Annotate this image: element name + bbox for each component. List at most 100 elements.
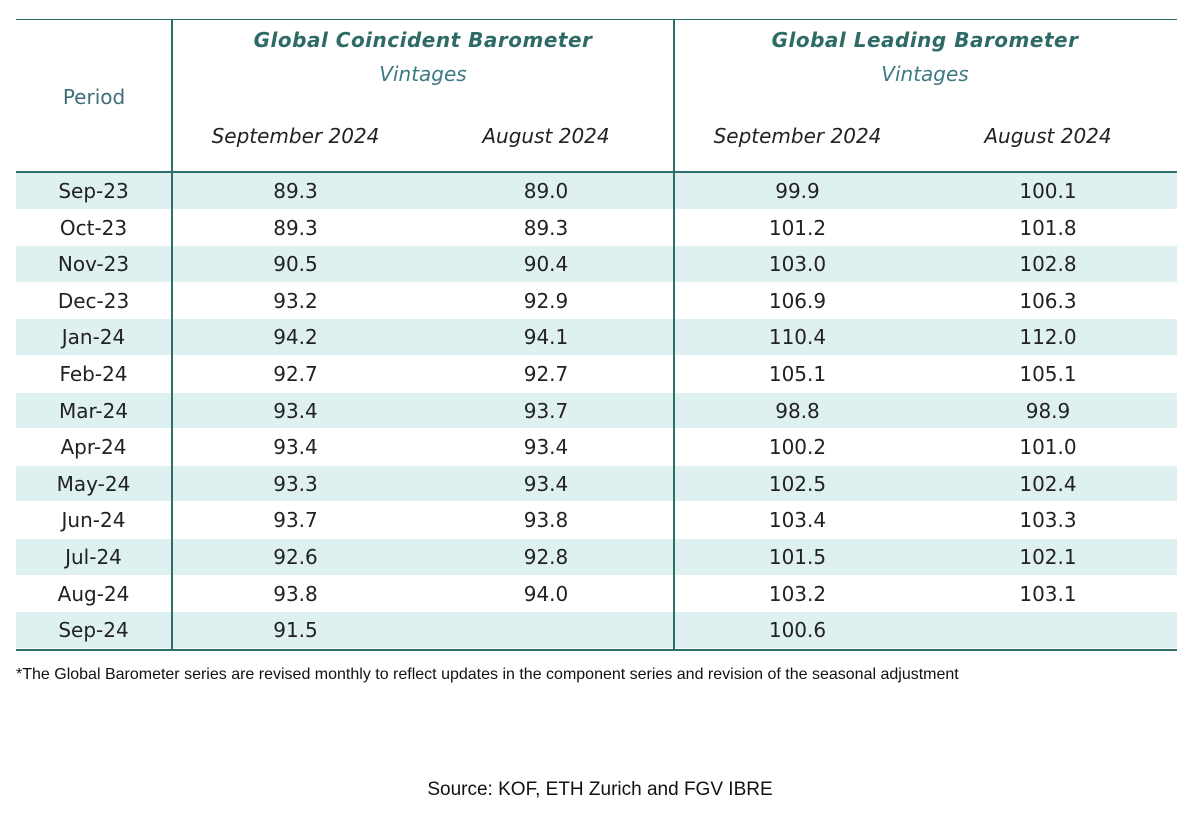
leading-august-cell: 106.3: [1019, 288, 1077, 313]
leading-group-subtitle: Vintages: [881, 62, 969, 86]
coincident-august-cell: 92.7: [523, 361, 569, 386]
leading-august-cell: 105.1: [1019, 361, 1077, 386]
coincident-september-cell: 91.5: [273, 618, 318, 643]
period-cell: Sep-24: [58, 618, 129, 643]
coincident-september-cell: 93.3: [273, 471, 318, 496]
leading-august-cell: 102.1: [1019, 544, 1077, 569]
period-cell: Jan-24: [61, 325, 126, 350]
footnote: *The Global Barometer series are revised…: [16, 666, 959, 683]
leading-august-cell: [923, 612, 1173, 649]
table-row: Feb-24 92.7 92.7 105.1 105.1: [16, 356, 1177, 393]
period-cell: Sep-23: [58, 179, 129, 203]
row-separator: [16, 281, 1177, 283]
coincident-august-cell: 92.8: [523, 544, 569, 569]
leading-september-cell: 103.0: [768, 252, 827, 277]
coincident-september-cell: 93.8: [273, 581, 318, 606]
table-row: Aug-24 93.8 94.0 103.2 103.1: [16, 576, 1177, 613]
coincident-september-cell: 93.4: [273, 398, 318, 423]
coincident-september-cell: 92.7: [273, 361, 318, 386]
leading-august-cell: 98.9: [1025, 398, 1071, 423]
table-body: Sep-23 89.3 89.0 99.9 100.1 Oct-23 89.3 89.3 101…: [16, 173, 1177, 649]
leading-september-cell: 99.9: [775, 179, 820, 203]
leading-september-cell: 101.5: [768, 544, 827, 569]
period-cell: Aug-24: [57, 581, 130, 606]
leading-september-cell: 110.4: [768, 325, 827, 350]
table-row: Sep-24 91.5 100.6: [16, 612, 1177, 649]
row-separator: [16, 647, 1177, 649]
row-separator: [16, 245, 1177, 247]
coincident-august-cell: 89.0: [523, 179, 569, 203]
table-row: Apr-24 93.4 93.4 100.2 101.0: [16, 429, 1177, 466]
leading-august-cell: 102.4: [1019, 471, 1077, 496]
table-row: Oct-23 89.3 89.3 101.2 101.8: [16, 210, 1177, 247]
coincident-august-cell: 90.4: [523, 252, 569, 277]
row-separator: [16, 318, 1177, 320]
leading-august-cell: 112.0: [1019, 325, 1077, 350]
source-note: Source: KOF, ETH Zurich and FGV IBRE: [427, 779, 773, 800]
leading-september-cell: 100.2: [768, 435, 827, 460]
row-separator: [16, 464, 1177, 466]
period-cell: May-24: [56, 471, 131, 496]
leading-september-cell: 102.5: [768, 471, 827, 496]
table-row: Jun-24 93.7 93.8 103.4 103.3: [16, 502, 1177, 539]
coincident-group-title: Global Coincident Barometer: [253, 28, 593, 52]
row-separator: [16, 537, 1177, 539]
coincident-august-cell: 94.1: [523, 325, 569, 350]
leading-august-cell: 103.1: [1019, 581, 1077, 606]
period-cell: Jul-24: [65, 544, 122, 569]
coincident-august-cell: 93.4: [523, 435, 569, 460]
coincident-group-subtitle: Vintages: [379, 62, 467, 86]
coincident-col-august: August 2024: [482, 124, 610, 148]
row-separator: [16, 428, 1177, 430]
coincident-august-cell: 92.9: [523, 288, 569, 313]
table-header: Period Global Coincident Barometer Vinta…: [16, 19, 1177, 171]
leading-group-title: Global Leading Barometer: [771, 28, 1079, 52]
row-separator: [16, 208, 1177, 210]
table-row: Jan-24 94.2 94.1 110.4 112.0: [16, 319, 1177, 356]
coincident-col-september: September 2024: [211, 124, 380, 148]
leading-september-cell: 103.4: [768, 508, 827, 533]
table-row: Jul-24 92.6 92.8 101.5 102.1: [16, 538, 1177, 576]
leading-august-cell: 101.0: [1019, 435, 1077, 460]
coincident-september-cell: 93.4: [273, 435, 318, 460]
row-separator: [16, 501, 1177, 503]
row-separator: [16, 354, 1177, 356]
leading-august-cell: 100.1: [1019, 179, 1077, 203]
period-cell: Nov-23: [57, 252, 130, 277]
leading-september-cell: 106.9: [768, 288, 827, 313]
leading-september-cell: 98.8: [775, 398, 820, 423]
leading-august-cell: 103.3: [1019, 508, 1077, 533]
coincident-august-cell: 93.8: [523, 508, 569, 533]
leading-col-september: September 2024: [713, 124, 882, 148]
coincident-september-cell: 93.7: [273, 508, 318, 533]
coincident-august-cell: 93.7: [523, 398, 569, 423]
table-bottom-rule: [16, 648, 1177, 651]
coincident-september-cell: 90.5: [273, 252, 318, 277]
body-divider-middle: [673, 173, 675, 649]
coincident-september-cell: 89.3: [273, 215, 318, 240]
table-row: Sep-23 89.3 89.0 99.9 100.1: [16, 173, 1177, 210]
row-separator: [16, 391, 1177, 393]
header-rule: [16, 171, 1177, 173]
row-separator: [16, 574, 1177, 576]
coincident-september-cell: 92.6: [273, 544, 318, 569]
coincident-september-cell: 89.3: [273, 179, 318, 203]
leading-august-cell: 102.8: [1019, 252, 1077, 277]
coincident-august-cell: 94.0: [523, 581, 569, 606]
table-row: May-24 93.3 93.4 102.5 102.4: [16, 465, 1177, 503]
table-row: Dec-23 93.2 92.9 106.9 106.3: [16, 283, 1177, 320]
column-divider-middle: [673, 19, 675, 171]
period-cell: Feb-24: [59, 361, 128, 386]
table-top-rule: [16, 19, 1177, 20]
table-row: Nov-23 90.5 90.4 103.0 102.8: [16, 246, 1177, 283]
leading-september-cell: 100.6: [768, 618, 827, 643]
period-cell: Oct-23: [59, 215, 128, 240]
table-row: Mar-24 93.4 93.7 98.8 98.9: [16, 392, 1177, 430]
period-column-header: Period: [62, 85, 126, 109]
period-cell: Apr-24: [60, 435, 127, 460]
coincident-september-cell: 93.2: [273, 288, 318, 313]
leading-september-cell: 101.2: [768, 215, 827, 240]
period-cell: Jun-24: [61, 508, 126, 533]
leading-september-cell: 105.1: [768, 361, 827, 386]
row-separator: [16, 611, 1177, 613]
